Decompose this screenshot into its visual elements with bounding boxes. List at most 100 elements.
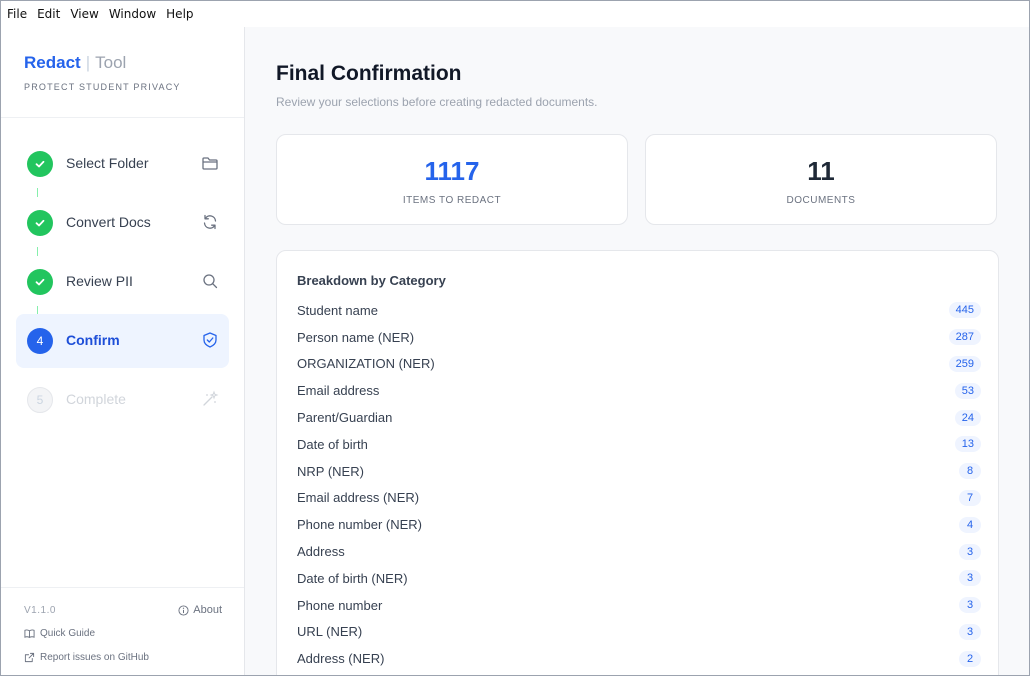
step-connector (37, 306, 38, 315)
category-count-badge: 259 (948, 355, 981, 372)
category-name: Person name (NER) (297, 329, 415, 345)
external-link-icon (24, 652, 35, 663)
sidebar: Redact | Tool PROTECT STUDENT PRIVACY Sele… (1, 27, 245, 675)
folder-icon (202, 157, 218, 170)
category-count-badge: 24 (954, 409, 981, 426)
about-link[interactable]: About (178, 604, 222, 616)
category-row: Student name 445 (297, 297, 981, 324)
about-label: About (193, 604, 222, 616)
category-row: Address (NER) 2 (297, 645, 981, 672)
category-name: Phone number (NER) (297, 517, 422, 533)
category-list: Student name 445 Person name (NER) 287 ORGAN… (297, 297, 981, 672)
sidebar-footer-divider (1, 587, 244, 588)
category-count-badge: 53 (954, 382, 981, 399)
category-count-badge: 3 (959, 597, 981, 614)
category-row: Email address 53 (297, 377, 981, 404)
report-issues-link[interactable]: Report issues on GitHub (24, 652, 149, 663)
category-count-badge: 3 (959, 623, 981, 640)
main-content: Final Confirmation Review your selection… (245, 27, 1029, 675)
brand-name: Redact (24, 53, 81, 72)
category-count-badge: 3 (959, 570, 981, 587)
category-count-badge: 4 (959, 516, 981, 533)
menu-window[interactable]: Window (108, 7, 157, 21)
check-icon (27, 210, 53, 236)
category-row: Date of birth (NER) 3 (297, 565, 981, 592)
category-count-badge: 3 (959, 543, 981, 560)
items-count: 1117 (424, 156, 480, 186)
search-icon (203, 274, 218, 289)
version-label: V1.1.0 (24, 605, 56, 616)
shield-check-icon (203, 332, 217, 348)
category-name: Address (297, 544, 345, 560)
category-name: Parent/Guardian (297, 410, 393, 426)
report-issues-label: Report issues on GitHub (40, 652, 149, 663)
quick-guide-link[interactable]: Quick Guide (24, 628, 95, 639)
stat-card-documents: 11 DOCUMENTS (645, 134, 997, 225)
step-complete: 5 Complete (16, 373, 229, 427)
category-name: ORGANIZATION (NER) (297, 356, 435, 372)
category-count-badge: 2 (959, 650, 981, 667)
sparkles-icon (203, 390, 219, 406)
check-icon (27, 151, 53, 177)
brand-logo: Redact | Tool (24, 53, 126, 73)
step-connector (37, 247, 38, 256)
category-row: Parent/Guardian 24 (297, 404, 981, 431)
category-count-badge: 7 (959, 489, 981, 506)
category-name: Phone number (297, 597, 383, 613)
category-row: Person name (NER) 287 (297, 324, 981, 351)
category-row: Date of birth 13 (297, 431, 981, 458)
category-name: Date of birth (297, 436, 368, 452)
book-icon (24, 629, 35, 638)
step-select-folder[interactable]: Select Folder (16, 137, 229, 191)
category-row: Phone number (NER) 4 (297, 511, 981, 538)
category-count-badge: 287 (948, 329, 981, 346)
step-label: Complete (66, 391, 126, 407)
category-row: NRP (NER) 8 (297, 458, 981, 485)
step-label: Confirm (66, 332, 120, 348)
page-title: Final Confirmation (276, 62, 462, 85)
step-label: Select Folder (66, 155, 149, 171)
step-label: Review PII (66, 273, 133, 289)
category-row: Email address (NER) 7 (297, 485, 981, 512)
refresh-icon (203, 214, 217, 230)
category-count-badge: 8 (959, 463, 981, 480)
documents-caption: DOCUMENTS (786, 195, 856, 206)
category-row: Address 3 (297, 538, 981, 565)
category-name: Email address (NER) (297, 490, 420, 506)
step-number: 5 (27, 387, 53, 413)
brand-suffix: Tool (95, 53, 127, 72)
category-name: Student name (297, 302, 378, 318)
menu-edit[interactable]: Edit (37, 7, 61, 21)
step-number: 4 (27, 328, 53, 354)
category-name: Address (NER) (297, 651, 385, 667)
category-count-badge: 445 (948, 302, 981, 319)
documents-count: 11 (807, 156, 835, 186)
menu-file[interactable]: File (7, 7, 28, 21)
check-icon (27, 269, 53, 295)
brand-tagline: PROTECT STUDENT PRIVACY (24, 82, 181, 92)
menu-help[interactable]: Help (166, 7, 194, 21)
step-connector (37, 188, 38, 197)
category-row: ORGANIZATION (NER) 259 (297, 351, 981, 378)
breakdown-title: Breakdown by Category (297, 273, 446, 288)
brand-separator: | (85, 53, 91, 72)
page-subtitle: Review your selections before creating r… (276, 95, 598, 109)
menu-view[interactable]: View (70, 7, 99, 21)
step-label: Convert Docs (66, 214, 151, 230)
info-icon (178, 604, 189, 616)
category-name: URL (NER) (297, 624, 363, 640)
step-convert-docs[interactable]: Convert Docs (16, 196, 229, 250)
category-name: Email address (297, 383, 380, 399)
step-confirm[interactable]: 4 Confirm (16, 314, 229, 368)
stat-card-items: 1117 ITEMS TO REDACT (276, 134, 628, 225)
breakdown-panel: Breakdown by Category Student name 445 Per… (276, 250, 999, 675)
category-name: Date of birth (NER) (297, 570, 408, 586)
category-row: URL (NER) 3 (297, 619, 981, 646)
category-row: Phone number 3 (297, 592, 981, 619)
step-review-pii[interactable]: Review PII (16, 255, 229, 309)
quick-guide-label: Quick Guide (40, 628, 96, 639)
category-name: NRP (NER) (297, 463, 364, 479)
sidebar-divider (1, 117, 244, 118)
items-caption: ITEMS TO REDACT (402, 195, 502, 206)
